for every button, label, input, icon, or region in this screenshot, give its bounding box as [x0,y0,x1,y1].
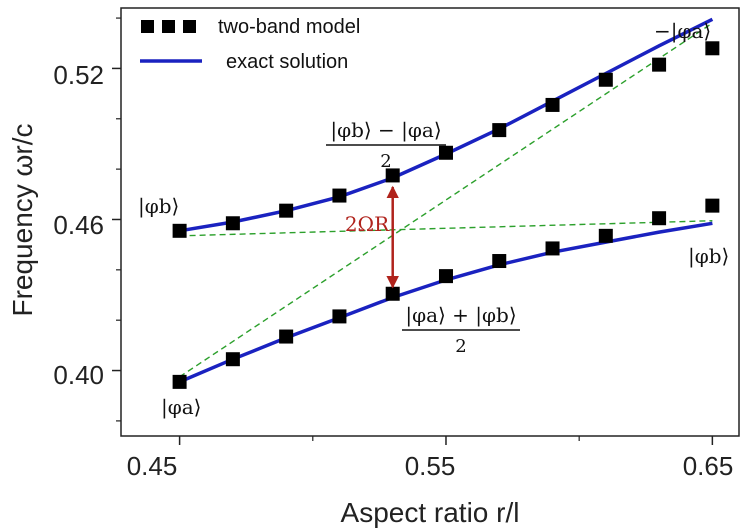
axis-ticks [112,17,714,445]
x-tick-label: 0.55 [405,451,456,481]
upper-mixed-state: |φb⟩ − |φa⟩ 2 [326,118,446,172]
two-band-point-lower [438,269,453,284]
legend-label-two-band: two-band model [218,16,360,38]
y-tick-label: 0.40 [53,360,104,390]
two-band-point-lower [385,286,400,301]
legend-marker [141,20,154,33]
two-band-point-upper [225,216,240,231]
two-band-point-lower [279,329,294,344]
rabi-gap-label: 2ΩR [345,212,390,236]
two-band-point-upper [545,97,560,112]
x-tick-label: 0.65 [683,451,734,481]
lower-mix-denominator: 2 [455,336,466,357]
legend: two-band model exact solution [140,16,360,73]
two-band-point-lower [545,241,560,256]
annotation-phi-a-left: |φa⟩ [161,395,201,420]
exact-solution-lines [178,17,714,384]
two-band-point-lower [225,352,240,367]
two-band-point-upper [385,168,400,183]
lower-mixed-state: |φa⟩ + |φb⟩ 2 [402,303,520,357]
dashed-uncoupled-line [179,22,713,378]
upper-mix-numerator: |φb⟩ − |φa⟩ [330,118,441,143]
y-tick-label: 0.52 [53,60,104,90]
two-band-point-lower [705,198,720,213]
dashed-uncoupled-line [179,220,713,237]
upper-mix-denominator: 2 [380,151,391,172]
two-band-point-upper [705,41,720,56]
annotation-phi-b-left: |φb⟩ [138,194,179,219]
y-axis-title: Frequency ωr/c [7,123,38,316]
dashed-asymptotes [179,22,713,378]
two-band-markers [172,41,720,389]
two-band-point-upper [438,145,453,160]
two-band-point-upper [652,57,667,72]
annotation-phi-b-right: |φb⟩ [688,244,729,269]
x-tick-label: 0.45 [127,451,178,481]
two-band-point-upper [172,223,187,238]
two-band-point-upper [279,203,294,218]
two-band-point-lower [492,254,507,269]
y-tick-label: 0.46 [53,210,104,240]
two-band-point-upper [332,188,347,203]
legend-marker [183,20,196,33]
two-band-point-upper [598,72,613,87]
annotation-neg-phi-a-right: −|φa⟩ [654,19,711,44]
x-axis-title: Aspect ratio r/l [341,497,520,528]
two-band-point-lower [652,211,667,226]
legend-marker [162,20,175,33]
two-band-point-lower [332,309,347,324]
plot-frame [120,7,740,437]
two-band-point-lower [172,374,187,389]
lower-mix-numerator: |φa⟩ + |φb⟩ [405,303,516,328]
legend-label-exact: exact solution [226,51,348,73]
two-band-point-upper [492,123,507,138]
two-band-point-lower [598,228,613,243]
